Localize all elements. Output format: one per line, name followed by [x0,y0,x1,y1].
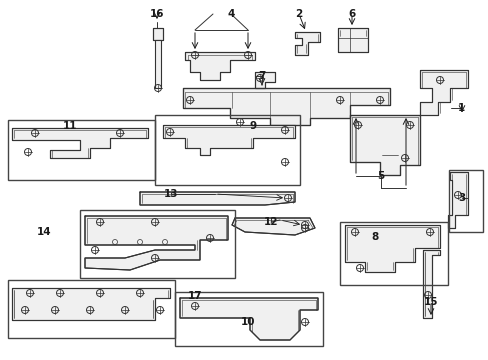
Polygon shape [153,28,163,40]
Text: 16: 16 [149,9,164,19]
Polygon shape [294,32,319,55]
Polygon shape [183,88,389,125]
Polygon shape [254,72,274,88]
Polygon shape [155,40,161,88]
Polygon shape [447,172,467,228]
Text: 13: 13 [163,189,178,199]
Polygon shape [349,115,419,175]
Text: 3: 3 [457,193,465,203]
Bar [8,120,155,180]
Text: 5: 5 [377,171,384,181]
Bar [8,280,175,338]
Text: 12: 12 [263,217,278,227]
Text: 9: 9 [249,121,256,131]
Text: 10: 10 [240,317,255,327]
Polygon shape [419,70,467,115]
Text: 15: 15 [423,297,437,307]
Text: 4: 4 [227,9,234,19]
Text: 11: 11 [62,121,77,131]
Bar [448,170,482,232]
Polygon shape [85,216,227,270]
Polygon shape [345,225,439,272]
Polygon shape [422,250,439,318]
Text: 2: 2 [295,9,302,19]
Text: 1: 1 [456,103,464,113]
Polygon shape [12,288,170,320]
Polygon shape [140,192,294,205]
Bar [155,115,299,185]
Text: 14: 14 [37,227,51,237]
Bar [339,222,447,285]
Polygon shape [163,125,294,155]
Polygon shape [180,298,317,340]
Polygon shape [184,52,254,80]
Text: 17: 17 [187,291,202,301]
Bar [80,210,235,278]
Text: 8: 8 [370,232,378,242]
Polygon shape [337,28,367,52]
Text: 7: 7 [258,71,265,81]
Text: 6: 6 [347,9,355,19]
Polygon shape [12,128,148,158]
Polygon shape [231,218,314,235]
Bar [175,292,323,346]
